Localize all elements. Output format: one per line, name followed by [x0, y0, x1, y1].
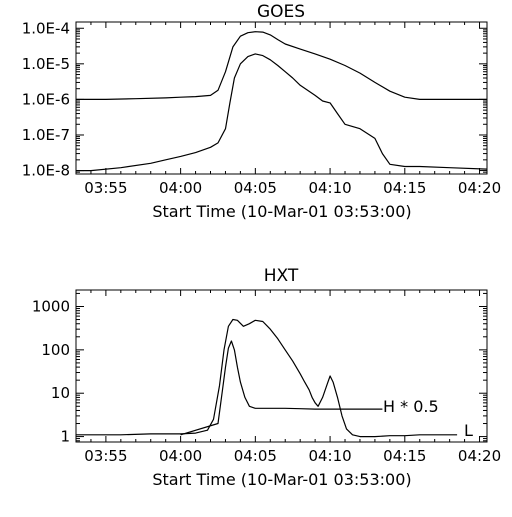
goes-series-line-1	[76, 53, 488, 172]
goes-x-tick-label: 04:15	[383, 179, 426, 197]
goes-x-tick-label: 04:00	[159, 179, 202, 197]
hxt-y-tick-label: 100	[41, 341, 70, 359]
goes-series-group	[76, 31, 488, 172]
goes-series-line-0	[76, 31, 487, 101]
goes-x-tick-label: 04:05	[234, 179, 277, 197]
goes-title: GOES	[257, 2, 305, 22]
hxt-y-tick-label: 1000	[32, 297, 70, 315]
hxt-x-tick-labels: 03:55 04:00 04:05 04:10 04:15 04:20	[84, 447, 501, 465]
hxt-x-tick-label: 04:20	[458, 447, 501, 465]
hxt-x-tick-label: 04:05	[234, 447, 277, 465]
hxt-y-tick-labels: 1000 100 10 1	[32, 297, 70, 445]
hxt-series-line-1	[180, 340, 383, 436]
goes-ticks	[75, 22, 487, 175]
goes-y-tick-label: 1.0E-8	[22, 162, 70, 180]
hxt-x-tick-label: 03:55	[84, 447, 127, 465]
hxt-y-tick-label: 1	[60, 428, 70, 446]
hxt-x-tick-label: 04:15	[383, 447, 426, 465]
goes-y-tick-label: 1.0E-7	[22, 126, 70, 144]
goes-y-tick-label: 1.0E-5	[22, 55, 70, 73]
hxt-x-tick-label: 04:10	[308, 447, 351, 465]
goes-x-tick-label: 04:20	[458, 179, 501, 197]
hxt-annotation-l: L	[464, 421, 473, 440]
goes-x-axis-label: Start Time (10-Mar-01 03:53:00)	[152, 202, 411, 221]
goes-plot-frame	[75, 21, 488, 175]
hxt-series-line-0	[76, 318, 458, 438]
hxt-series-group	[76, 318, 458, 438]
hxt-annotation-h-scaled: H * 0.5	[383, 397, 439, 416]
goes-y-tick-label: 1.0E-4	[22, 19, 70, 37]
hxt-y-tick-label: 10	[51, 384, 70, 402]
goes-x-tick-label: 03:55	[84, 179, 127, 197]
goes-y-tick-labels: 1.0E-4 1.0E-5 1.0E-6 1.0E-7 1.0E-8	[22, 19, 70, 179]
goes-x-tick-label: 04:10	[308, 179, 351, 197]
hxt-ticks	[75, 290, 487, 442]
goes-panel: GOES 1.0E-4 1.0E-5 1.0E-6 1.0E-7 1.0E-8 …	[22, 2, 501, 221]
goes-x-tick-labels: 03:55 04:00 04:05 04:10 04:15 04:20	[84, 179, 501, 197]
hxt-x-axis-label: Start Time (10-Mar-01 03:53:00)	[152, 470, 411, 489]
hxt-x-tick-label: 04:00	[159, 447, 202, 465]
hxt-panel: HXT 1000 100 10 1 03:55 04:00 04:05 04:1…	[32, 266, 501, 489]
hxt-title: HXT	[264, 266, 299, 286]
goes-y-tick-label: 1.0E-6	[22, 90, 70, 108]
hxt-plot-frame	[75, 289, 488, 443]
